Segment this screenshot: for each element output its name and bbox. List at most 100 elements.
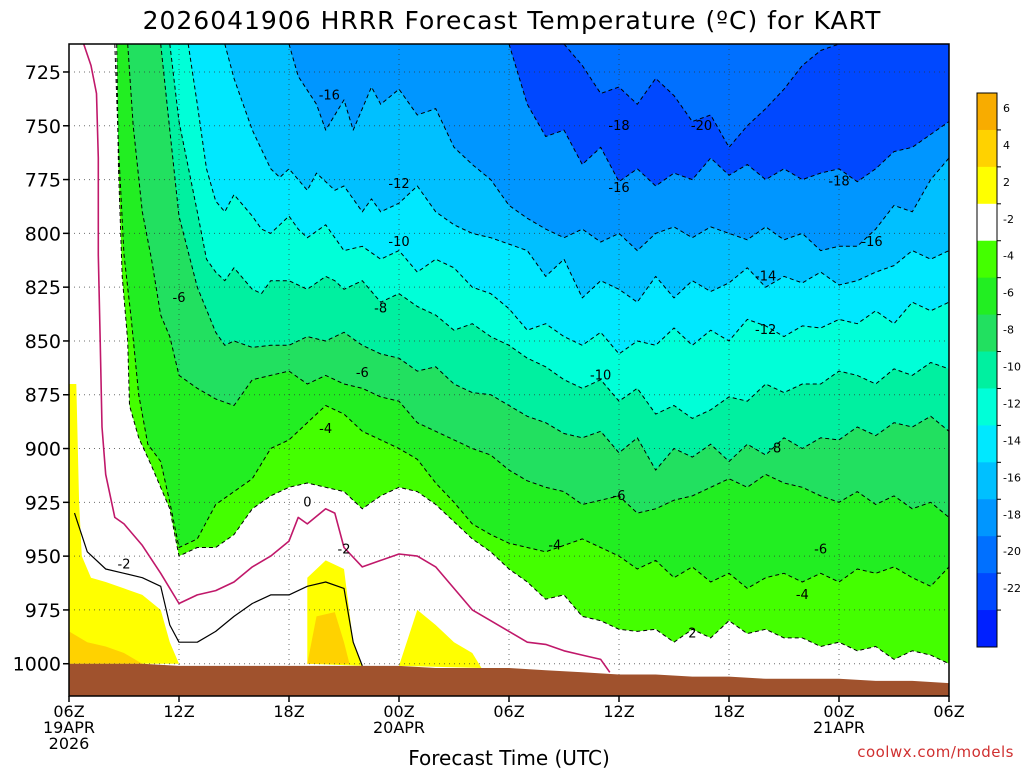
contour-label: -10 (590, 368, 611, 383)
x-tick-label: 06Z (933, 702, 964, 721)
colorbar-label: -16 (1003, 471, 1021, 484)
contour-label: -12 (388, 177, 409, 192)
contour-label: -10 (388, 235, 409, 250)
contour-label: -6 (814, 543, 827, 558)
colorbar-label: -4 (1003, 250, 1014, 263)
colorbar-swatch (977, 203, 997, 242)
x-tick-label: 12Z (603, 702, 634, 721)
y-tick-label: 725 (25, 62, 61, 84)
isotherm-0 (82, 44, 611, 673)
x-tick-label: 06Z (493, 702, 524, 721)
fill-band-near-zero-left (69, 44, 83, 535)
fill-band-above-four-left (69, 631, 143, 664)
contour-label: -12 (755, 323, 776, 338)
isotherm-minus2 (116, 44, 949, 665)
y-tick-label: 950 (25, 546, 61, 568)
x-tick-label: 06Z (53, 702, 84, 721)
fill-band-above-two-right (399, 609, 482, 668)
isotherm-minus14 (224, 44, 949, 303)
y-tick-label: 825 (25, 277, 61, 299)
colorbar-swatch (977, 277, 997, 316)
x-tick-label: 21APR (813, 718, 865, 737)
fill-band-above-two-left (69, 384, 179, 664)
colorbar-swatch (977, 314, 997, 353)
isotherm-minus6 (127, 44, 949, 518)
x-tick-label: 12Z (163, 702, 194, 721)
colorbar-label: -12 (1003, 397, 1021, 410)
colorbar-label: -20 (1003, 545, 1021, 558)
contour-label: -8 (768, 442, 781, 457)
colorbar-label: -10 (1003, 361, 1021, 374)
contour-label: -16 (319, 89, 340, 104)
contour-labels: -16-18 -20-18-16-12-16-10-14-6-8-12-6 -10-… (118, 89, 883, 642)
y-tick-label: 925 (25, 492, 61, 514)
colorbar-swatch (977, 166, 997, 205)
x-tick-label: 19APR (43, 718, 95, 737)
y-tick-label: 1000 (13, 654, 61, 676)
colorbar-swatch (977, 129, 997, 168)
colorbar-label: -18 (1003, 508, 1021, 521)
contour-label: -16 (608, 181, 629, 196)
contour-label: -20 (691, 119, 712, 134)
y-tick-label: 975 (25, 600, 61, 622)
ground-surface (69, 663, 949, 696)
credit-link[interactable]: coolwx.com/models (857, 743, 1014, 761)
x-tick-label: 18Z (273, 702, 304, 721)
colorbar-label: -14 (1003, 434, 1021, 447)
isotherm-minus12 (187, 44, 949, 355)
colorbar-label: -2 (1003, 213, 1014, 226)
y-tick-label: 875 (25, 385, 61, 407)
isotherm-minus10 (169, 44, 949, 419)
isotherm-minus4 (114, 44, 949, 589)
contour-label: -4 (319, 422, 332, 437)
x-tick-label: 00Z (823, 702, 854, 721)
colorbar-swatch (977, 351, 997, 389)
colorbar-frame (976, 92, 998, 648)
fill-band-above-four-mid (307, 612, 350, 664)
contour-label: -6 (173, 291, 186, 306)
colorbar-label: -6 (1003, 287, 1014, 300)
x-tick-label: 18Z (713, 702, 744, 721)
colorbar-label: 4 (1003, 139, 1010, 152)
colorbar-swatch (977, 93, 997, 131)
chart-title: 2026041906 HRRR Forecast Temperature (ºC… (143, 6, 882, 35)
colorbar-swatch (977, 573, 997, 611)
contour-label: -4 (548, 538, 561, 553)
y-tick-label: 900 (25, 439, 61, 461)
plot-area: -16-18 -20-18-16-12-16-10-14-6-8-12-6 -10-… (69, 44, 949, 696)
contour-label: -2 (338, 543, 351, 558)
colorbar-swatch (977, 388, 997, 426)
colorbar-swatch (977, 499, 997, 537)
colorbar-swatch (977, 536, 997, 574)
contour-label: -16 (861, 235, 882, 250)
contour-label: 0 (303, 495, 311, 510)
x-tick-label: 00Z (383, 702, 414, 721)
colorbar-swatch (977, 425, 997, 463)
contour-label: -2 (118, 558, 131, 573)
colorbar-swatch (977, 462, 997, 500)
colorbar-legend: 6 4 2 -2 -4 -6 -8 -10 -12 -14 -16 -18 -20 -22 (976, 92, 1021, 648)
contour-label: -18 (608, 119, 629, 134)
y-tick-label: 850 (25, 331, 61, 353)
x-tick-label: 2026 (49, 734, 90, 753)
colorbar-label: 6 (1003, 102, 1010, 115)
contour-label: -6 (356, 366, 369, 381)
contour-label: -8 (374, 302, 387, 317)
contour-label: 2 (688, 627, 696, 642)
y-tick-label: 775 (25, 170, 61, 192)
isotherm-minus20 (563, 44, 840, 148)
isotherm-2 (73, 512, 363, 667)
y-tick-label: 750 (25, 116, 61, 138)
colorbar-label: -8 (1003, 324, 1014, 337)
contour-label: -4 (796, 588, 809, 603)
colorbar-swatch (977, 610, 997, 648)
colorbar-label: -22 (1003, 582, 1021, 595)
isotherm-lines (73, 44, 949, 673)
fill-band-minus20 (564, 44, 839, 148)
colorbar-swatch (977, 240, 997, 279)
contour-label: -14 (755, 269, 776, 284)
fill-band-minus2 (69, 44, 949, 696)
gridlines (69, 44, 949, 696)
